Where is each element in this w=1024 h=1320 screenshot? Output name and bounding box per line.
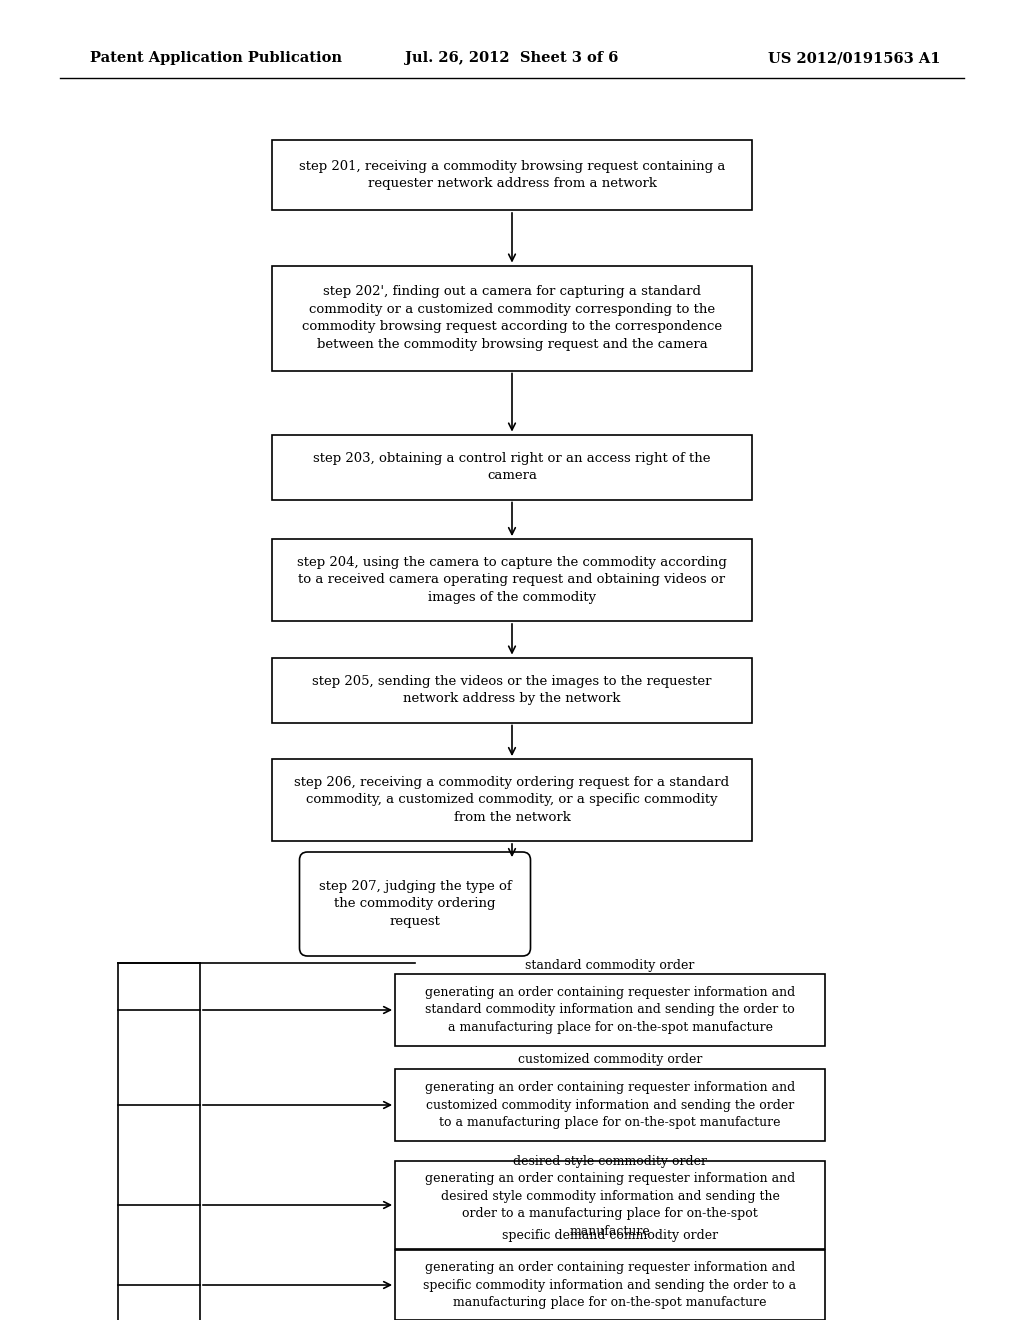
Bar [272,434,752,499]
Bar [395,1250,825,1320]
Bar [272,759,752,841]
Text: step 202', finding out a camera for capturing a standard
commodity or a customiz: step 202', finding out a camera for capt… [302,285,722,351]
Text: desired style commodity order: desired style commodity order [513,1155,707,1168]
Text: step 205, sending the videos or the images to the requester
network address by t: step 205, sending the videos or the imag… [312,675,712,705]
Text: generating an order containing requester information and
specific commodity info: generating an order containing requester… [424,1261,797,1309]
Bar [272,539,752,620]
Text: Jul. 26, 2012  Sheet 3 of 6: Jul. 26, 2012 Sheet 3 of 6 [406,51,618,65]
Bar [272,140,752,210]
Text: step 201, receiving a commodity browsing request containing a
requester network : step 201, receiving a commodity browsing… [299,160,725,190]
Text: customized commodity order: customized commodity order [518,1053,702,1067]
Text: Patent Application Publication: Patent Application Publication [90,51,342,65]
Text: standard commodity order: standard commodity order [525,958,694,972]
Bar [395,974,825,1045]
Text: generating an order containing requester information and
standard commodity info: generating an order containing requester… [425,986,795,1034]
Text: specific demand commodity order: specific demand commodity order [502,1229,718,1242]
Text: generating an order containing requester information and
customized commodity in: generating an order containing requester… [425,1081,795,1129]
Bar [272,657,752,722]
Text: step 204, using the camera to capture the commodity according
to a received came: step 204, using the camera to capture th… [297,556,727,605]
Text: step 206, receiving a commodity ordering request for a standard
commodity, a cus: step 206, receiving a commodity ordering… [295,776,729,824]
Text: step 203, obtaining a control right or an access right of the
camera: step 203, obtaining a control right or a… [313,451,711,482]
Text: step 207, judging the type of
the commodity ordering
request: step 207, judging the type of the commod… [318,880,511,928]
Bar [395,1162,825,1249]
Text: US 2012/0191563 A1: US 2012/0191563 A1 [768,51,940,65]
Bar [395,1069,825,1140]
Bar [272,265,752,371]
Text: generating an order containing requester information and
desired style commodity: generating an order containing requester… [425,1172,795,1238]
FancyBboxPatch shape [299,851,530,956]
